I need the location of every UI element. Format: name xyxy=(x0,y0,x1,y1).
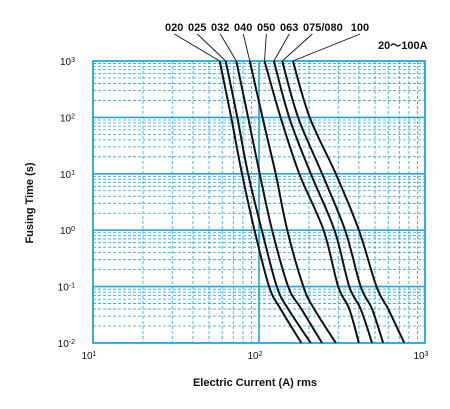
x-axis-title: Electric Current (A) rms xyxy=(193,377,317,389)
curve-032 xyxy=(235,60,323,344)
leader-line xyxy=(242,33,251,62)
curve-040 xyxy=(248,60,337,344)
curve-label-040: 040 xyxy=(234,22,252,34)
leader-line xyxy=(273,33,290,62)
curve-label-075-080: 075/080 xyxy=(303,22,343,34)
curve-group xyxy=(218,60,406,344)
plot-frame xyxy=(92,60,426,344)
y-tick-label: 102 xyxy=(60,113,75,125)
y-tick-label: 103 xyxy=(60,57,75,69)
axis-tick-labels: 101 102 103 10-2 10-1 100 101 102 103 xyxy=(58,57,429,363)
leader-line xyxy=(219,33,237,62)
curve-100 xyxy=(291,60,406,344)
x-tick-label: 102 xyxy=(247,351,262,363)
curve-050 xyxy=(263,60,360,344)
x-tick-label: 103 xyxy=(413,351,428,363)
leader-line xyxy=(292,33,361,62)
x-tick-label: 101 xyxy=(81,351,96,363)
leader-line xyxy=(196,33,227,62)
y-tick-label: 100 xyxy=(60,226,75,238)
plot-grid xyxy=(92,60,426,344)
leader-line xyxy=(281,33,313,62)
y-tick-label: 10-1 xyxy=(58,282,75,294)
curve-label-063: 063 xyxy=(280,22,298,34)
label-leader-lines xyxy=(174,33,361,62)
curve-020 xyxy=(218,60,303,344)
rating-label: 20～100A xyxy=(378,40,428,52)
curve-063 xyxy=(272,60,374,344)
leader-line xyxy=(174,33,220,62)
y-axis-title: Fusing Time (s) xyxy=(24,162,36,243)
curve-labels: 020 025 032 040 050 063 075/080 100 xyxy=(165,22,369,34)
curve-label-025: 025 xyxy=(188,22,206,34)
curve-label-020: 020 xyxy=(165,22,183,34)
y-tick-label: 10-2 xyxy=(58,339,75,351)
curve-025 xyxy=(224,60,312,344)
curve-075-080 xyxy=(281,60,385,344)
y-tick-label: 101 xyxy=(60,169,75,181)
leader-line xyxy=(264,33,267,62)
curve-label-050: 050 xyxy=(257,22,275,34)
curve-label-032: 032 xyxy=(211,22,229,34)
curve-label-100: 100 xyxy=(351,22,369,34)
